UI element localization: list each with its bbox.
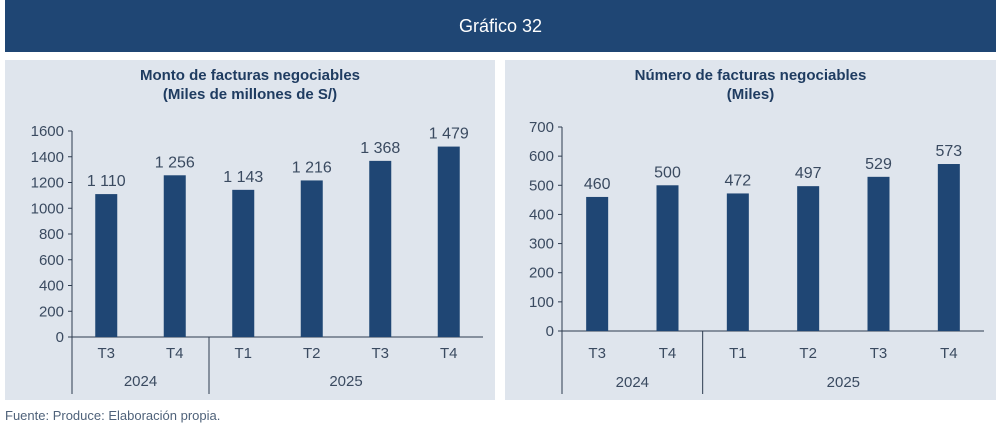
x-category-label: T1 [729, 345, 747, 362]
y-tick-label: 600 [529, 148, 554, 165]
header-title: Gráfico 32 [458, 15, 543, 36]
bar [95, 194, 118, 337]
y-tick-label: 400 [39, 278, 64, 295]
y-tick-label: 600 [39, 252, 64, 269]
y-tick-label: 300 [529, 236, 554, 253]
bar-chart-amount: 0 200 400 600 800 1000 1200 1400 1600 1 110 T3 1 25… [31, 123, 483, 394]
data-label: 1 216 [292, 159, 332, 176]
chart-title-line2: (Miles) [726, 86, 775, 103]
x-group-label: 2025 [827, 374, 860, 391]
y-tick-label: 1000 [31, 200, 64, 217]
bar [163, 175, 186, 337]
y-tick-label: 800 [39, 226, 64, 243]
y-tick-label: 400 [529, 206, 554, 223]
bar [232, 189, 255, 337]
bar [726, 193, 749, 331]
chart-title-count: Número de facturas negociables (Miles) [505, 66, 996, 104]
bar-chart-count: 0 100 200 300 400 500 600 700 460 T3 500 T4 472 T1 497… [529, 119, 984, 394]
y-tick-label: 200 [529, 265, 554, 282]
y-tick-label: 1400 [31, 149, 64, 166]
data-label: 1 110 [87, 173, 126, 190]
x-category-label: T4 [940, 345, 958, 362]
y-tick-label: 700 [529, 119, 554, 136]
data-label: 573 [935, 143, 962, 160]
x-category-label: T4 [166, 345, 184, 362]
chart-title-line2: (Miles de millones de S/) [162, 86, 338, 103]
x-category-label: T4 [440, 345, 458, 362]
x-category-label: T3 [870, 345, 888, 362]
data-label: 1 256 [155, 154, 195, 171]
bar [797, 186, 820, 331]
bar [867, 176, 890, 331]
data-label: 500 [654, 164, 681, 181]
y-tick-label: 0 [546, 323, 554, 340]
x-group-label: 2024 [124, 373, 157, 390]
data-label: 1 479 [429, 126, 469, 143]
data-label: 529 [865, 156, 892, 173]
y-tick-label: 1200 [31, 175, 64, 192]
bar [369, 160, 392, 337]
data-label: 472 [724, 172, 751, 189]
data-label: 497 [795, 165, 822, 182]
y-tick-label: 1600 [31, 123, 64, 140]
source-note: Fuente: Produce: Elaboración propia. [5, 408, 221, 423]
chart-header: Gráfico 32 [5, 0, 996, 52]
x-group-label: 2025 [329, 373, 362, 390]
x-category-label: T2 [799, 345, 817, 362]
bar [300, 180, 323, 337]
y-tick-label: 500 [529, 177, 554, 194]
chart-title-amount: Monto de facturas negociables (Miles de … [5, 66, 495, 104]
y-tick-label: 100 [529, 294, 554, 311]
chart-panel-amount: Monto de facturas negociables (Miles de … [5, 60, 495, 400]
data-label: 1 368 [360, 140, 400, 157]
x-category-label: T3 [588, 345, 606, 362]
chart-title-line1: Número de facturas negociables [634, 67, 867, 84]
y-tick-label: 200 [39, 303, 64, 320]
x-category-label: T3 [97, 345, 115, 362]
chart-panel-count: Número de facturas negociables (Miles) 0… [505, 60, 996, 400]
bar [937, 164, 960, 331]
x-category-label: T2 [303, 345, 321, 362]
x-category-label: T4 [659, 345, 677, 362]
chart-title-line1: Monto de facturas negociables [139, 67, 361, 84]
bar [656, 185, 679, 331]
data-label: 1 143 [223, 169, 263, 186]
bar [586, 196, 609, 331]
x-category-label: T3 [371, 345, 389, 362]
x-category-label: T1 [234, 345, 252, 362]
bar [437, 146, 460, 337]
data-label: 460 [584, 176, 611, 193]
y-tick-label: 0 [56, 329, 64, 346]
x-group-label: 2024 [616, 374, 649, 391]
